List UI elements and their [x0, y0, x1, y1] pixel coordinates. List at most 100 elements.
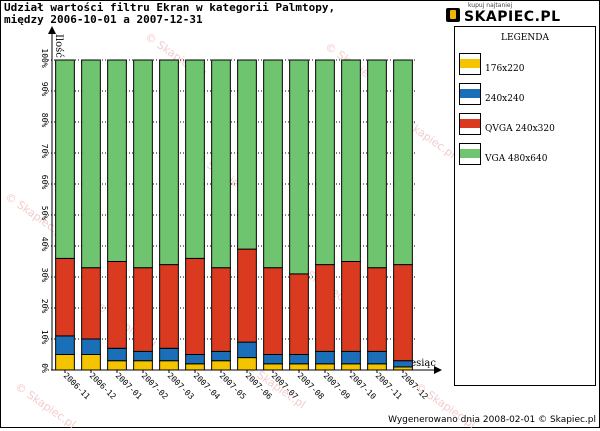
- bar-segment: [315, 363, 335, 371]
- y-tick-label: 40%: [40, 237, 49, 252]
- bar-segment: [55, 257, 75, 337]
- bar-segment: [133, 360, 153, 371]
- bar-segment: [159, 59, 179, 266]
- x-tick-label: 2007-05: [218, 371, 248, 401]
- bar-segment: [341, 59, 361, 262]
- bar-segment: [159, 360, 179, 371]
- y-tick-label: 60%: [40, 175, 49, 190]
- bar-segment: [263, 354, 283, 365]
- legend-label: QVGA 240x320: [485, 124, 555, 134]
- y-tick-label: 100%: [40, 48, 49, 67]
- y-tick-label: 90%: [40, 82, 49, 97]
- footer-note: Wygenerowano dnia 2008-02-01 © Skapiec.p…: [388, 415, 596, 425]
- legend-label: VGA 480x640: [485, 154, 548, 164]
- bar-segment: [315, 264, 335, 352]
- legend-title: LEGENDA: [501, 33, 549, 43]
- bar-segment: [393, 360, 413, 368]
- bar-segment: [133, 59, 153, 269]
- legend-swatch-color: [460, 119, 480, 128]
- chart-title-line-1: Udział wartości filtru Ekran w kategorii…: [4, 1, 336, 14]
- bar-segment: [107, 261, 127, 349]
- bar-segment: [133, 267, 153, 352]
- y-tick-label: 0%: [40, 363, 49, 373]
- chart-title: Udział wartości filtru Ekran w kategorii…: [4, 2, 335, 26]
- bar-segment: [341, 350, 361, 365]
- bar-segment: [289, 273, 309, 355]
- bar-segment: [107, 59, 127, 262]
- legend-label: 176x220: [485, 64, 525, 74]
- bar-segment: [289, 363, 309, 371]
- y-tick-label: 30%: [40, 268, 49, 283]
- x-tick-label: 2006-12: [88, 371, 118, 401]
- bar-segment: [55, 354, 75, 371]
- x-tick-label: 2007-07: [270, 371, 300, 401]
- bar-segment: [185, 354, 205, 365]
- bar-segment: [81, 354, 101, 371]
- x-tick-label: 2007-09: [322, 371, 352, 401]
- bar-segment: [185, 59, 205, 259]
- bar-segment: [107, 347, 127, 362]
- bar-segment: [81, 59, 101, 269]
- x-tick-label: 2007-04: [192, 371, 222, 401]
- legend-item: 240x240: [459, 83, 593, 107]
- y-tick-label: 10%: [40, 330, 49, 345]
- bar-segment: [133, 350, 153, 362]
- x-tick-label: 2007-11: [374, 371, 404, 401]
- bar-segment: [237, 357, 257, 371]
- bar-segment: [159, 264, 179, 349]
- y-tick-label: 70%: [40, 144, 49, 159]
- bar-segment: [237, 59, 257, 250]
- x-tick-label: 2007-08: [296, 371, 326, 401]
- logo-text: SKAPIEC.PL: [464, 9, 561, 25]
- bar-segment: [393, 59, 413, 266]
- chart-title-line-2: między 2006-10-01 a 2007-12-31: [4, 13, 203, 26]
- legend-swatch: [459, 53, 481, 75]
- skapiec-logo[interactable]: kupuj najtaniej SKAPIEC.PL: [446, 2, 596, 26]
- x-tick-label: 2006-11: [62, 371, 92, 401]
- x-tick-label: 2007-12: [400, 371, 430, 401]
- bar-segment: [185, 257, 205, 355]
- bar-segment: [393, 264, 413, 362]
- bar-segment: [237, 341, 257, 359]
- bar-segment: [367, 267, 387, 352]
- bar-segment: [211, 360, 231, 371]
- legend-swatch: [459, 83, 481, 105]
- legend: LEGENDA 176x220 240x240 QVGA 240x320 VGA 48…: [454, 26, 596, 386]
- x-tick-label: 2007-06: [244, 371, 274, 401]
- bar-segment: [55, 59, 75, 259]
- legend-swatch-color: [460, 149, 480, 158]
- bar-segment: [367, 59, 387, 269]
- y-tick-label: 20%: [40, 299, 49, 314]
- legend-swatch: [459, 143, 481, 165]
- bar-segment: [237, 248, 257, 343]
- bar-segment: [367, 363, 387, 371]
- bar-segment: [211, 267, 231, 352]
- bar-segment: [185, 363, 205, 371]
- x-tick-label: 2007-10: [348, 371, 378, 401]
- x-axis-title: Miesiąc: [397, 358, 437, 369]
- bar-segment: [315, 59, 335, 266]
- bar-segment: [55, 335, 75, 355]
- y-axis-title: Ilość: [53, 34, 64, 58]
- bar-segment: [263, 267, 283, 356]
- legend-swatch: [459, 113, 481, 135]
- bar-segment: [211, 350, 231, 362]
- legend-item: QVGA 240x320: [459, 113, 593, 137]
- bar-segment: [341, 261, 361, 352]
- x-tick-label: 2007-03: [166, 371, 196, 401]
- legend-item: 176x220: [459, 53, 593, 77]
- bar-segment: [211, 59, 231, 269]
- legend-swatch-color: [460, 89, 480, 98]
- y-tick-label: 50%: [40, 206, 49, 221]
- bar-segment: [289, 59, 309, 275]
- bar-segment: [315, 350, 335, 365]
- legend-label: 240x240: [485, 94, 525, 104]
- x-tick-label: 2007-02: [140, 371, 170, 401]
- bar-segment: [263, 363, 283, 371]
- bar-segment: [81, 267, 101, 340]
- bar-segment: [289, 354, 309, 365]
- y-axis-arrow-icon: [48, 26, 56, 34]
- bar-segment: [263, 59, 283, 269]
- bar-segment: [367, 350, 387, 365]
